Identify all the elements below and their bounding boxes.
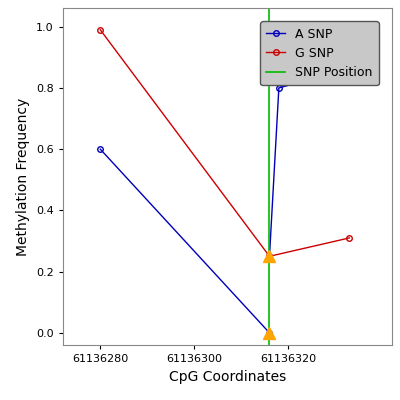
Line: G SNP: G SNP (98, 27, 352, 259)
Legend: A SNP, G SNP, SNP Position: A SNP, G SNP, SNP Position (260, 21, 379, 85)
A SNP (98, 147, 103, 152)
G SNP (347, 236, 352, 240)
Y-axis label: Methylation Frequency: Methylation Frequency (16, 98, 30, 256)
X-axis label: CpG Coordinates: CpG Coordinates (168, 370, 286, 384)
A SNP (267, 330, 272, 335)
Line: A SNP: A SNP (98, 146, 272, 336)
G SNP (267, 254, 272, 259)
G SNP (98, 27, 103, 32)
